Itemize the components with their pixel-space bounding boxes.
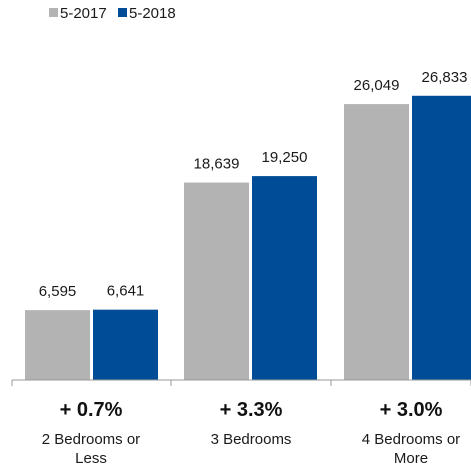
- change-label-2: + 3.3%: [220, 399, 283, 421]
- category-labels: 2 Bedrooms or Less 3 Bedrooms 4 Bedrooms or…: [42, 431, 460, 467]
- change-label-3: + 3.0%: [380, 399, 443, 421]
- value-label-5-2017-2: 18,639: [194, 156, 240, 173]
- legend: 5-2017 5-2018: [49, 5, 176, 22]
- value-labels: 6,595 6,641 18,639 19,250 26,049 26,833: [39, 69, 468, 300]
- value-label-5-2017-3: 26,049: [354, 77, 400, 94]
- bar-5-2017-3: [344, 104, 409, 380]
- category-label-3-line-2: More: [394, 450, 428, 467]
- x-axis: [11, 379, 471, 386]
- bar-5-2018-1: [93, 309, 158, 380]
- bar-5-2018-3: [412, 95, 471, 381]
- category-label-1-line-1: 2 Bedrooms or: [42, 431, 140, 448]
- value-label-5-2018-1: 6,641: [107, 283, 145, 300]
- change-label-1: + 0.7%: [60, 399, 123, 421]
- legend-swatch-5-2017: [49, 8, 58, 17]
- category-label-3-line-1: 4 Bedrooms or: [362, 431, 460, 448]
- change-labels: + 0.7% + 3.3% + 3.0%: [60, 399, 443, 421]
- category-label-1-line-2: Less: [75, 450, 107, 467]
- bar-5-2017-1: [25, 310, 90, 380]
- legend-label-5-2017: 5-2017: [60, 5, 107, 22]
- bar-5-2017-2: [184, 182, 249, 380]
- category-label-2-line-1: 3 Bedrooms: [211, 431, 292, 448]
- bar-5-2018-2: [252, 176, 317, 380]
- value-label-5-2018-2: 19,250: [262, 149, 308, 166]
- legend-swatch-5-2018: [118, 8, 127, 17]
- value-label-5-2017-1: 6,595: [39, 283, 77, 300]
- bar-group: [25, 95, 471, 381]
- legend-label-5-2018: 5-2018: [129, 5, 176, 22]
- value-label-5-2018-3: 26,833: [422, 69, 468, 86]
